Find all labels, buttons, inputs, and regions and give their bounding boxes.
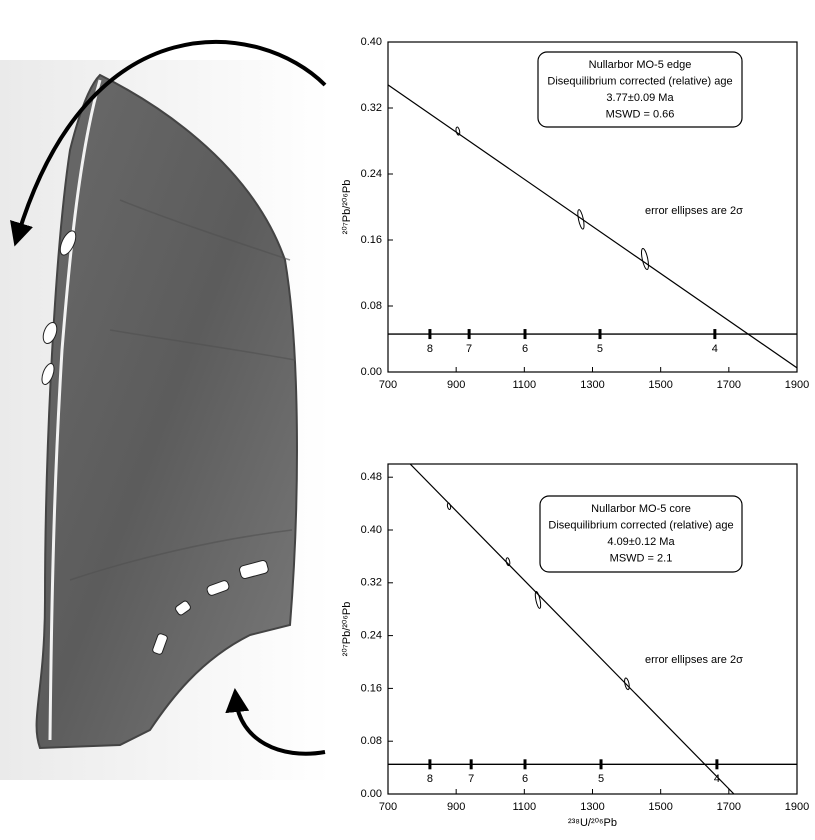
chart: 0.00 0.08 0.16 0.24 0.32 0.40 0.48 700 900 1100 13… (341, 463, 809, 829)
error-ellipse (446, 502, 452, 510)
annotation-text: MSWD = 0.66 (606, 108, 675, 120)
annotation-text: MSWD = 2.1 (610, 552, 673, 564)
y-tick-label: 0.32 (361, 102, 382, 114)
y-tick-label: 0.00 (361, 788, 382, 800)
y-tick-label: 0.24 (361, 168, 382, 180)
regression-line (409, 464, 735, 794)
x-tick-label: 1500 (648, 379, 672, 391)
error-ellipse (641, 247, 649, 270)
y-tick-label: 0.16 (361, 234, 382, 246)
y-tick-label: 0.16 (361, 682, 382, 694)
x-tick-label: 1300 (580, 801, 604, 813)
annotation-text: Disequilibrium corrected (relative) age (547, 75, 732, 87)
age-label: 6 (522, 343, 528, 355)
x-tick-label: 700 (379, 801, 397, 813)
age-label: 4 (714, 773, 720, 785)
y-tick-label: 0.40 (361, 524, 382, 536)
age-label: 6 (522, 773, 528, 785)
x-tick-label: 1700 (717, 801, 741, 813)
age-label: 5 (597, 343, 603, 355)
annotation-text: 4.09±0.12 Ma (607, 536, 675, 548)
annotation-box (539, 495, 743, 573)
annotation-text: Disequilibrium corrected (relative) age (548, 519, 733, 531)
error-ellipse (577, 209, 585, 230)
x-tick-label: 1100 (513, 379, 537, 391)
x-tick-label: 1300 (580, 379, 604, 391)
y-tick-label: 0.00 (361, 366, 382, 378)
x-tick-label: 1100 (513, 801, 537, 813)
x-tick-label: 1900 (785, 801, 809, 813)
ellipse-note: error ellipses are 2σ (645, 205, 743, 217)
age-label: 8 (427, 343, 433, 355)
x-tick-label: 700 (379, 379, 397, 391)
annotation-text: Nullarbor MO-5 edge (589, 59, 692, 71)
x-tick-label: 1500 (648, 801, 672, 813)
age-label: 4 (712, 343, 718, 355)
age-label: 7 (468, 773, 474, 785)
y-tick-label: 0.32 (361, 577, 382, 589)
x-tick-label: 1700 (717, 379, 741, 391)
x-tick-label: 900 (447, 801, 465, 813)
y-tick-label: 0.08 (361, 300, 382, 312)
x-tick-label: 1900 (785, 379, 809, 391)
photo (0, 39, 330, 780)
age-label: 5 (598, 773, 604, 785)
age-label: 7 (466, 343, 472, 355)
y-tick-label: 0.48 (361, 471, 382, 483)
y-tick-label: 0.24 (361, 630, 382, 642)
error-ellipse (455, 126, 461, 136)
chart: 0.00 0.08 0.16 0.24 0.32 0.40 700 900 1100 1300 15… (341, 36, 809, 391)
error-ellipse (534, 591, 542, 609)
y-axis-label: ²⁰⁷Pb/²⁰⁶Pb (341, 602, 353, 657)
error-ellipse (505, 557, 511, 567)
error-ellipse (624, 677, 630, 691)
x-tick-label: 900 (447, 379, 465, 391)
annotation-text: Nullarbor MO-5 core (591, 503, 691, 515)
annotation-text: 3.77±0.09 Ma (606, 92, 674, 104)
x-axis-label: ²³⁸U/²⁰⁶Pb (568, 817, 617, 829)
annotation-box (537, 51, 743, 128)
y-tick-label: 0.08 (361, 735, 382, 747)
age-label: 8 (427, 773, 433, 785)
ellipse-note: error ellipses are 2σ (645, 654, 743, 666)
y-axis-label: ²⁰⁷Pb/²⁰⁶Pb (341, 180, 353, 235)
y-tick-label: 0.40 (361, 36, 382, 48)
